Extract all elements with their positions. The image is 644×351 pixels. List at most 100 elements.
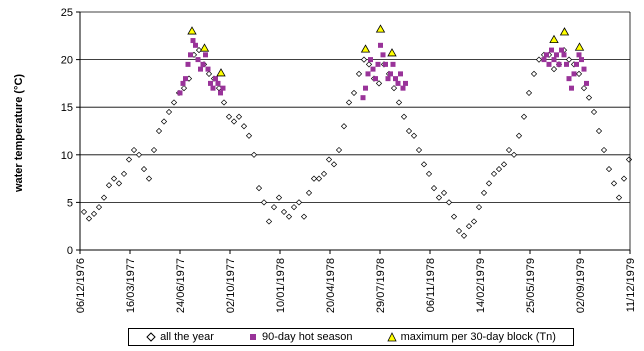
point-hot-season (403, 80, 408, 86)
x-tick-label: 29/07/1978 (375, 258, 387, 313)
legend-square-icon (250, 334, 256, 340)
point-all-the-year (415, 146, 423, 154)
grid-lines (80, 11, 630, 203)
legend-label-max: maximum per 30-day block (Tn) (400, 331, 556, 343)
point-all-the-year (355, 70, 363, 77)
point-all-the-year (410, 132, 418, 139)
point-all-the-year (400, 113, 408, 120)
point-hot-season (198, 66, 203, 72)
point-all-the-year (480, 189, 488, 196)
legend: all the year 90-day hot season maximum p… (128, 328, 574, 346)
point-hot-season (193, 42, 198, 48)
point-hot-season (549, 47, 554, 53)
point-all-the-year (240, 123, 248, 130)
point-all-the-year (275, 194, 283, 201)
point-all-the-year (490, 170, 498, 177)
point-all-the-year (365, 61, 373, 68)
series-hot-season (177, 38, 589, 101)
point-hot-season (188, 52, 193, 58)
point-all-the-year (135, 151, 143, 158)
point-hot-season (566, 76, 572, 82)
point-all-the-year (375, 80, 383, 87)
point-hot-season (385, 76, 391, 82)
point-hot-season (571, 71, 577, 77)
x-axis-ticks: 06/12/1976 16/03/1977 24/06/1977 02/10/1977… (75, 250, 637, 313)
x-tick-label: 20/04/1978 (325, 258, 337, 313)
point-all-the-year (605, 165, 613, 173)
x-tick-label: 16/03/1977 (125, 258, 137, 313)
series-maximum (187, 24, 585, 77)
point-all-the-year (90, 210, 98, 217)
point-hot-season (373, 76, 378, 82)
y-axis-label: water temperature (°C) (13, 74, 25, 193)
point-maximum (216, 68, 226, 77)
point-all-the-year (585, 94, 593, 101)
y-tick-label: 20 (61, 55, 73, 67)
point-hot-season (541, 57, 547, 63)
y-tick-label: 0 (67, 245, 73, 257)
point-hot-season (398, 71, 403, 77)
point-all-the-year (265, 218, 273, 225)
point-hot-season (579, 57, 584, 63)
point-all-the-year (305, 189, 313, 196)
x-tick-label: 25/05/1979 (525, 258, 537, 313)
point-all-the-year (325, 156, 333, 163)
point-all-the-year (580, 85, 588, 92)
y-tick-label: 15 (61, 102, 73, 114)
x-tick-label: 02/10/1977 (225, 258, 237, 313)
point-all-the-year (595, 127, 603, 135)
point-all-the-year (395, 99, 403, 106)
point-all-the-year (530, 70, 538, 77)
point-all-the-year (440, 189, 448, 196)
point-hot-season (213, 76, 218, 82)
point-all-the-year (295, 199, 303, 206)
point-all-the-year (180, 85, 188, 92)
point-all-the-year (475, 204, 483, 211)
point-all-the-year (270, 204, 278, 211)
point-all-the-year (320, 170, 328, 177)
point-hot-season (195, 57, 201, 63)
point-all-the-year (590, 108, 598, 116)
point-hot-season (218, 90, 223, 96)
point-all-the-year (575, 70, 583, 77)
point-hot-season (368, 57, 373, 63)
point-all-the-year (290, 204, 298, 211)
point-hot-season (365, 71, 371, 77)
point-all-the-year (155, 127, 163, 135)
point-hot-season (183, 76, 188, 82)
point-all-the-year (430, 185, 438, 192)
x-tick-label: 11/12/1979 (625, 258, 637, 312)
point-hot-season (576, 52, 582, 58)
x-tick-label: 24/06/1977 (175, 258, 187, 313)
legend-label-all: all the year (160, 331, 214, 343)
point-all-the-year (145, 175, 153, 182)
series-all-the-year (80, 46, 633, 239)
point-hot-season (556, 61, 562, 67)
point-all-the-year (445, 199, 453, 206)
point-all-the-year (235, 113, 243, 120)
point-hot-season (375, 61, 381, 67)
point-all-the-year (565, 56, 573, 63)
point-all-the-year (525, 89, 533, 97)
point-hot-season (584, 80, 589, 86)
point-all-the-year (80, 208, 88, 216)
x-tick-label: 06/11/1978 (425, 258, 437, 312)
point-hot-season (554, 52, 559, 58)
point-hot-season (380, 52, 386, 58)
point-all-the-year (610, 180, 618, 187)
point-hot-season (551, 57, 557, 63)
point-all-the-year (620, 175, 628, 182)
point-all-the-year (250, 151, 258, 158)
point-all-the-year (205, 70, 213, 77)
point-all-the-year (460, 232, 468, 239)
point-all-the-year (100, 194, 108, 201)
point-all-the-year (130, 146, 138, 154)
point-all-the-year (125, 156, 133, 163)
point-all-the-year (455, 227, 463, 235)
point-maximum (360, 44, 371, 53)
point-all-the-year (260, 199, 268, 206)
point-all-the-year (615, 194, 623, 201)
point-all-the-year (505, 146, 513, 154)
point-all-the-year (315, 175, 323, 182)
